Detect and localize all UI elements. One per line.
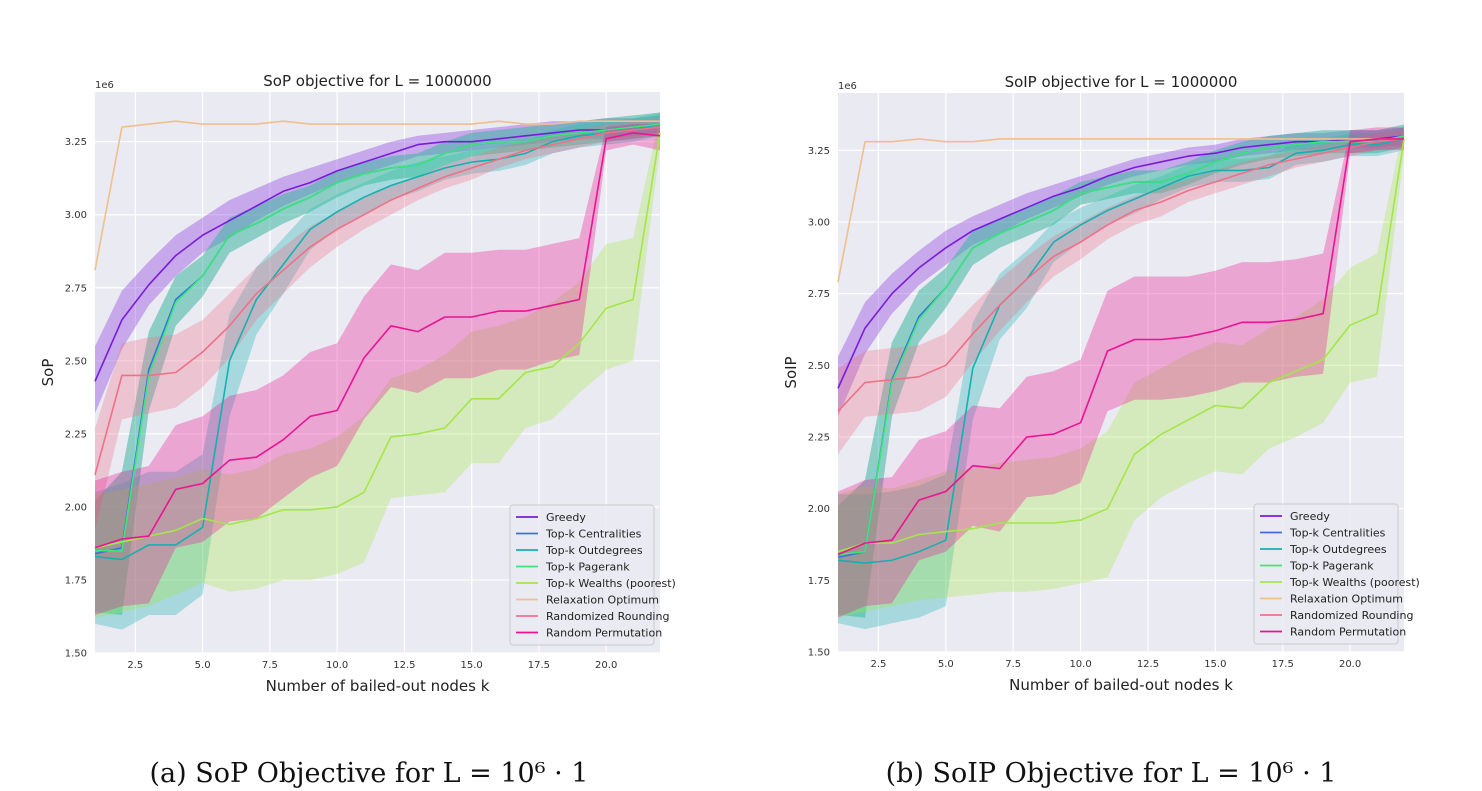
y-tick-label: 3.00 <box>65 210 87 221</box>
y-tick-label: 3.25 <box>65 137 87 148</box>
y-tick-label: 2.50 <box>808 361 830 372</box>
y-tick-label: 2.25 <box>808 433 830 444</box>
legend-entry: Relaxation Optimum <box>546 594 659 607</box>
legend-entry: Top-k Wealths (poorest) <box>545 577 676 590</box>
band-top-k-outdegrees <box>95 112 660 630</box>
x-tick-label: 12.5 <box>393 660 415 671</box>
x-tick-label: 20.0 <box>1339 659 1361 670</box>
legend-entry: Top-k Centralities <box>1289 527 1386 540</box>
band-top-k-wealths-poorest <box>838 124 1404 618</box>
x-tick-label: 12.5 <box>1137 659 1159 670</box>
series-line-top-k-pagerank <box>837 135 1405 556</box>
confidence-bands <box>838 124 1404 630</box>
caption-a: (a) SoP Objective for L = 10⁶ · 1 <box>149 758 588 789</box>
series-line-relaxation-optimum <box>837 138 1404 283</box>
y-tick-label: 2.00 <box>808 504 830 515</box>
caption-b: (b) SoIP Objective for L = 10⁶ · 1 <box>886 758 1337 789</box>
legend-entry: Random Permutation <box>546 627 662 640</box>
x-axis-label: Number of bailed-out nodes k <box>266 677 490 695</box>
sop-objective-chart: 2.5 5.0 7.5 10.0 12.5 15.0 17.5 20.0 1.50 1.75 2.0… <box>39 72 676 695</box>
y-tick-label: 2.75 <box>65 283 87 294</box>
legend-entry: Top-k Wealths (poorest) <box>1289 576 1420 589</box>
band-random-permutation <box>838 127 1404 618</box>
y-tick-label: 1.75 <box>65 575 87 586</box>
legend-entry: Top-k Outdegrees <box>545 544 643 557</box>
chart-title: SoIP objective for L = 1000000 <box>1005 73 1238 91</box>
x-tick-label: 5.0 <box>938 659 954 670</box>
band-randomized-rounding <box>95 118 660 531</box>
legend: Greedy Top-k Centralities Top-k Outdegrees… <box>509 504 676 646</box>
y-tick-label: 3.00 <box>808 218 830 229</box>
legend-entry: Random Permutation <box>1290 626 1406 639</box>
series-line-relaxation-optimum <box>94 120 660 271</box>
series-line-greedy <box>837 135 1405 389</box>
x-tick-label: 5.0 <box>195 660 211 671</box>
legend-entry: Top-k Outdegrees <box>1289 543 1387 556</box>
legend-box <box>1253 503 1399 645</box>
x-tick-label: 2.5 <box>870 659 886 670</box>
y-tick-label: 1.75 <box>808 576 830 587</box>
y-offset-label: 1e6 <box>838 81 857 92</box>
x-tick-label: 15.0 <box>461 660 483 671</box>
series-lines <box>837 135 1405 564</box>
series-line-random-permutation <box>837 138 1404 556</box>
band-top-k-pagerank <box>838 124 1404 618</box>
series-line-top-k-wealths-poorest <box>837 138 1405 553</box>
x-tick-label: 17.5 <box>528 660 550 671</box>
y-offset-label: 1e6 <box>95 80 114 91</box>
legend-entry: Randomized Rounding <box>546 610 669 623</box>
series-line-top-k-wealths-poorest <box>94 132 661 549</box>
x-tick-label: 20.0 <box>595 660 617 671</box>
x-tick-label: 7.5 <box>262 660 278 671</box>
legend-entry: Greedy <box>1290 510 1330 523</box>
series-line-randomized-rounding <box>837 138 1405 412</box>
legend-entry: Greedy <box>546 511 586 524</box>
x-tick-label: 10.0 <box>326 660 348 671</box>
x-axis-label: Number of bailed-out nodes k <box>1009 676 1233 694</box>
y-tick-label: 1.50 <box>65 649 87 660</box>
series-line-greedy <box>94 123 661 382</box>
band-top-k-outdegrees <box>838 127 1404 630</box>
band-top-k-pagerank <box>95 112 660 615</box>
band-top-k-wealths-poorest <box>95 115 660 618</box>
series-line-top-k-outdegrees <box>837 138 1405 564</box>
x-tick-label: 2.5 <box>127 660 143 671</box>
x-tick-label: 7.5 <box>1005 659 1021 670</box>
legend: Greedy Top-k Centralities Top-k Outdegrees… <box>1253 503 1420 645</box>
legend-entry: Top-k Centralities <box>545 528 642 541</box>
y-tick-label: 1.50 <box>808 648 830 659</box>
series-line-random-permutation <box>94 132 661 549</box>
y-axis-label: SoP <box>39 359 57 387</box>
x-tick-label: 15.0 <box>1204 659 1226 670</box>
band-top-k-centralities <box>95 112 660 615</box>
legend-box <box>509 504 655 646</box>
x-tick-label: 10.0 <box>1069 659 1091 670</box>
confidence-bands <box>95 112 660 630</box>
series-line-top-k-outdegrees <box>94 123 661 561</box>
y-tick-label: 3.25 <box>808 146 830 157</box>
series-line-top-k-pagerank <box>95 123 661 552</box>
soip-objective-chart: 2.5 5.0 7.5 10.0 12.5 15.0 17.5 20.0 1.50 1.75 2.0… <box>782 73 1420 694</box>
caption-row: (a) SoP Objective for L = 10⁶ · 1 (b) So… <box>149 758 1337 789</box>
x-tick-label: 17.5 <box>1272 659 1294 670</box>
series-lines <box>94 120 661 561</box>
y-tick-label: 2.25 <box>65 429 87 440</box>
y-tick-label: 2.75 <box>808 289 830 300</box>
y-axis-label: SoIP <box>782 356 800 388</box>
series-line-randomized-rounding <box>94 126 661 476</box>
band-random-permutation <box>95 124 660 615</box>
legend-entry: Relaxation Optimum <box>1290 593 1403 606</box>
legend-entry: Randomized Rounding <box>1290 609 1413 622</box>
legend-entry: Top-k Pagerank <box>1289 560 1374 573</box>
band-top-k-centralities <box>838 124 1404 618</box>
y-tick-label: 2.00 <box>65 502 87 513</box>
chart-title: SoP objective for L = 1000000 <box>263 72 491 90</box>
legend-entry: Top-k Pagerank <box>545 561 630 574</box>
y-tick-label: 2.50 <box>65 356 87 367</box>
